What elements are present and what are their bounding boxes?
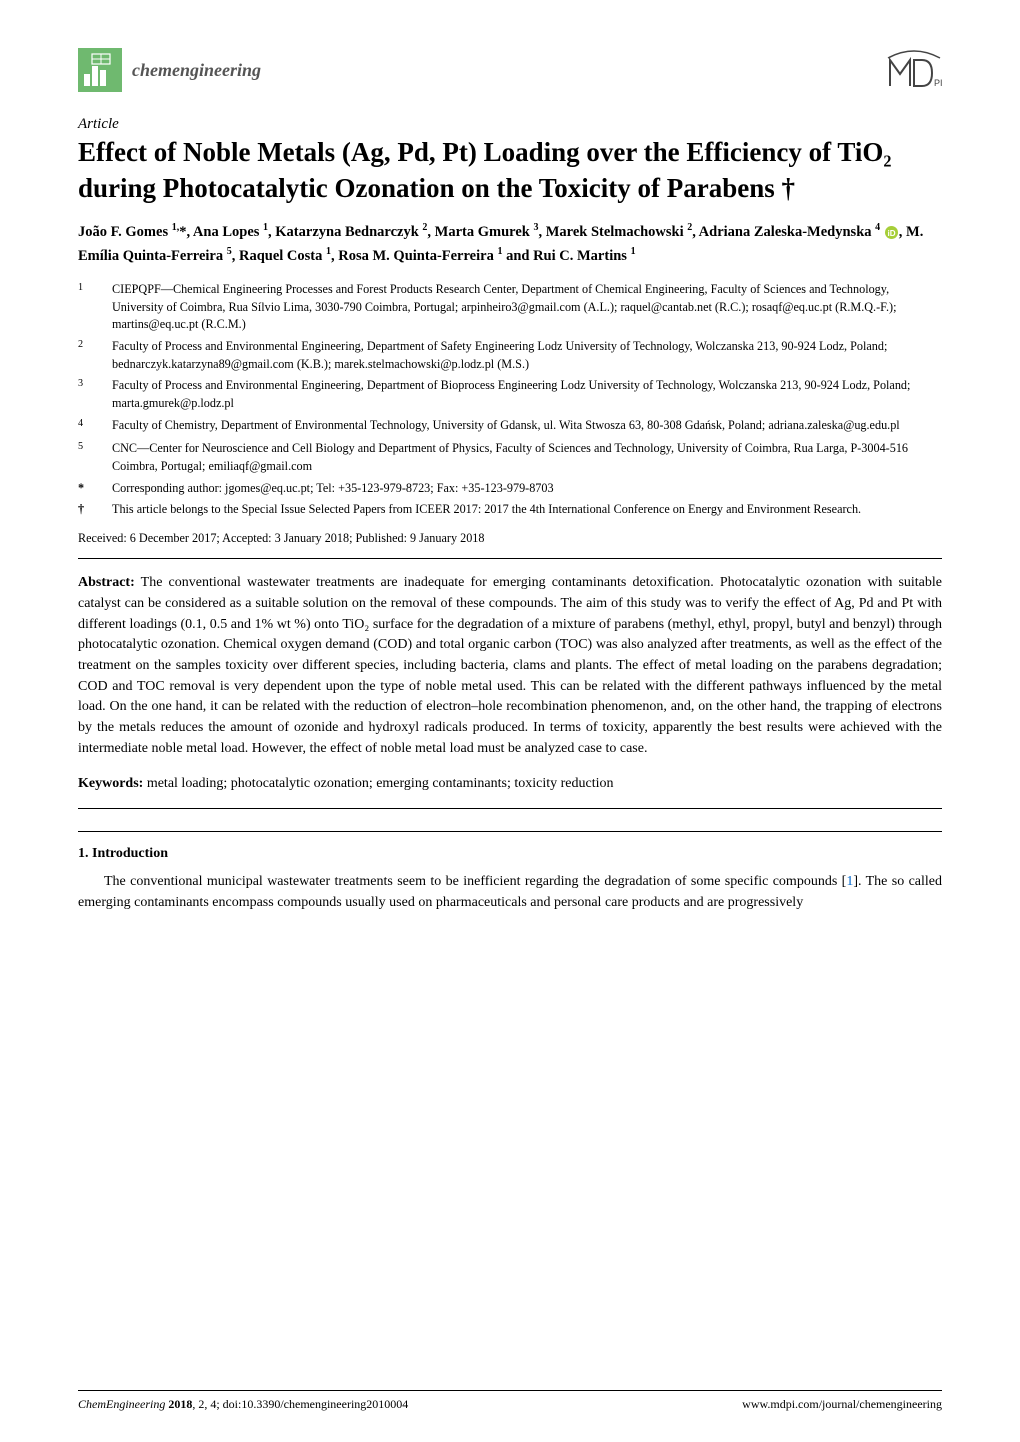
mdpi-logo: PI xyxy=(886,50,942,90)
body-paragraph: The conventional municipal wastewater tr… xyxy=(78,872,942,913)
footer-year: 2018 xyxy=(168,1397,192,1411)
journal-icon xyxy=(78,48,122,92)
affiliation-marker: 2 xyxy=(78,338,112,373)
body-text-pre: The conventional municipal wastewater tr… xyxy=(104,874,846,889)
abstract-text: The conventional wastewater treatments a… xyxy=(78,575,942,756)
footer-citation: ChemEngineering 2018, 2, 4; doi:10.3390/… xyxy=(78,1397,408,1412)
publication-dates: Received: 6 December 2017; Accepted: 3 J… xyxy=(78,531,942,546)
abstract-label: Abstract: xyxy=(78,575,135,590)
section-rule xyxy=(78,831,942,832)
section-heading: 1. Introduction xyxy=(78,846,942,862)
author-list: João F. Gomes 1,*, Ana Lopes 1, Katarzyn… xyxy=(78,220,942,267)
footer-rest: , 2, 4; doi:10.3390/chemengineering20100… xyxy=(192,1397,408,1411)
article-title: Effect of Noble Metals (Ag, Pd, Pt) Load… xyxy=(78,135,942,206)
svg-text:iD: iD xyxy=(887,229,895,238)
svg-text:PI: PI xyxy=(934,78,942,88)
affiliation-marker: 3 xyxy=(78,377,112,412)
affiliation-text: This article belongs to the Special Issu… xyxy=(112,501,942,519)
affiliation-row: 3Faculty of Process and Environmental En… xyxy=(78,377,942,412)
page-footer: ChemEngineering 2018, 2, 4; doi:10.3390/… xyxy=(78,1390,942,1412)
affiliation-row: 5CNC—Center for Neuroscience and Cell Bi… xyxy=(78,440,942,475)
affiliation-row: 4Faculty of Chemistry, Department of Env… xyxy=(78,417,942,437)
affiliation-text: Corresponding author: jgomes@eq.uc.pt; T… xyxy=(112,480,942,498)
abstract-paragraph: Abstract: The conventional wastewater tr… xyxy=(78,573,942,759)
affiliation-row: *Corresponding author: jgomes@eq.uc.pt; … xyxy=(78,480,942,498)
affiliation-row: 2Faculty of Process and Environmental En… xyxy=(78,338,942,373)
affiliation-marker: 1 xyxy=(78,281,112,334)
affiliation-row: 1CIEPQPF—Chemical Engineering Processes … xyxy=(78,281,942,334)
affiliation-marker: 4 xyxy=(78,417,112,437)
orcid-icon: iD xyxy=(885,226,898,239)
keywords-label: Keywords: xyxy=(78,776,143,791)
affiliation-text: Faculty of Process and Environmental Eng… xyxy=(112,338,942,373)
affiliation-marker: * xyxy=(78,480,112,498)
affiliation-text: CNC—Center for Neuroscience and Cell Bio… xyxy=(112,440,942,475)
affiliation-row: †This article belongs to the Special Iss… xyxy=(78,501,942,519)
affiliation-text: CIEPQPF—Chemical Engineering Processes a… xyxy=(112,281,942,334)
affiliation-text: Faculty of Chemistry, Department of Envi… xyxy=(112,417,942,437)
affiliation-marker: † xyxy=(78,501,112,519)
page-header: chemengineering PI xyxy=(78,48,942,92)
footer-journal: ChemEngineering xyxy=(78,1397,165,1411)
journal-logo: chemengineering xyxy=(78,48,261,92)
keywords-text: metal loading; photocatalytic ozonation;… xyxy=(147,776,614,791)
article-type: Article xyxy=(78,116,942,133)
keywords-paragraph: Keywords: metal loading; photocatalytic … xyxy=(78,774,942,795)
affiliations-list: 1CIEPQPF—Chemical Engineering Processes … xyxy=(78,281,942,519)
footer-url: www.mdpi.com/journal/chemengineering xyxy=(742,1397,942,1412)
affiliation-text: Faculty of Process and Environmental Eng… xyxy=(112,377,942,412)
abstract-block: Abstract: The conventional wastewater tr… xyxy=(78,558,942,809)
affiliation-marker: 5 xyxy=(78,440,112,475)
journal-name: chemengineering xyxy=(132,60,261,81)
